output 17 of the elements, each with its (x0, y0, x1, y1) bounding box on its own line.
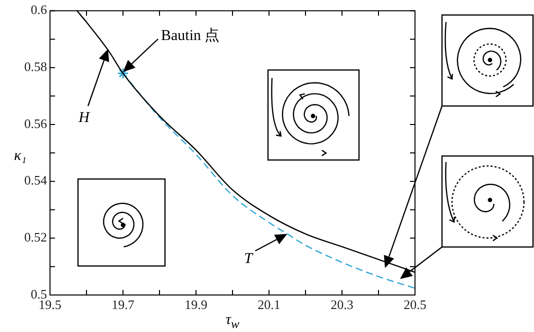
x-tick-label: 20.3 (330, 297, 354, 312)
line-series (122, 72, 415, 289)
y-tick-label: 0.54 (24, 172, 48, 188)
y-tick-label: 0.58 (24, 59, 47, 74)
x-tick-label: 19.9 (184, 297, 208, 312)
y-tick-label: 0.6 (30, 2, 48, 18)
x-tick-label: 20.1 (258, 297, 280, 312)
x-tick-label: 20.5 (404, 297, 426, 312)
x-tick-label: 19.7 (112, 297, 135, 312)
y-axis-title: κ₁ (14, 148, 26, 165)
annotation: Bautin 点 (161, 27, 221, 45)
x-axis-title: τ$_{w}$ (224, 312, 240, 332)
y-tick-label: 0.56 (24, 116, 48, 131)
annotation: T (243, 250, 254, 268)
y-tick-label: 0.5 (30, 286, 47, 302)
y-tick-label: 0.52 (24, 230, 47, 245)
annotation: H (78, 109, 92, 127)
